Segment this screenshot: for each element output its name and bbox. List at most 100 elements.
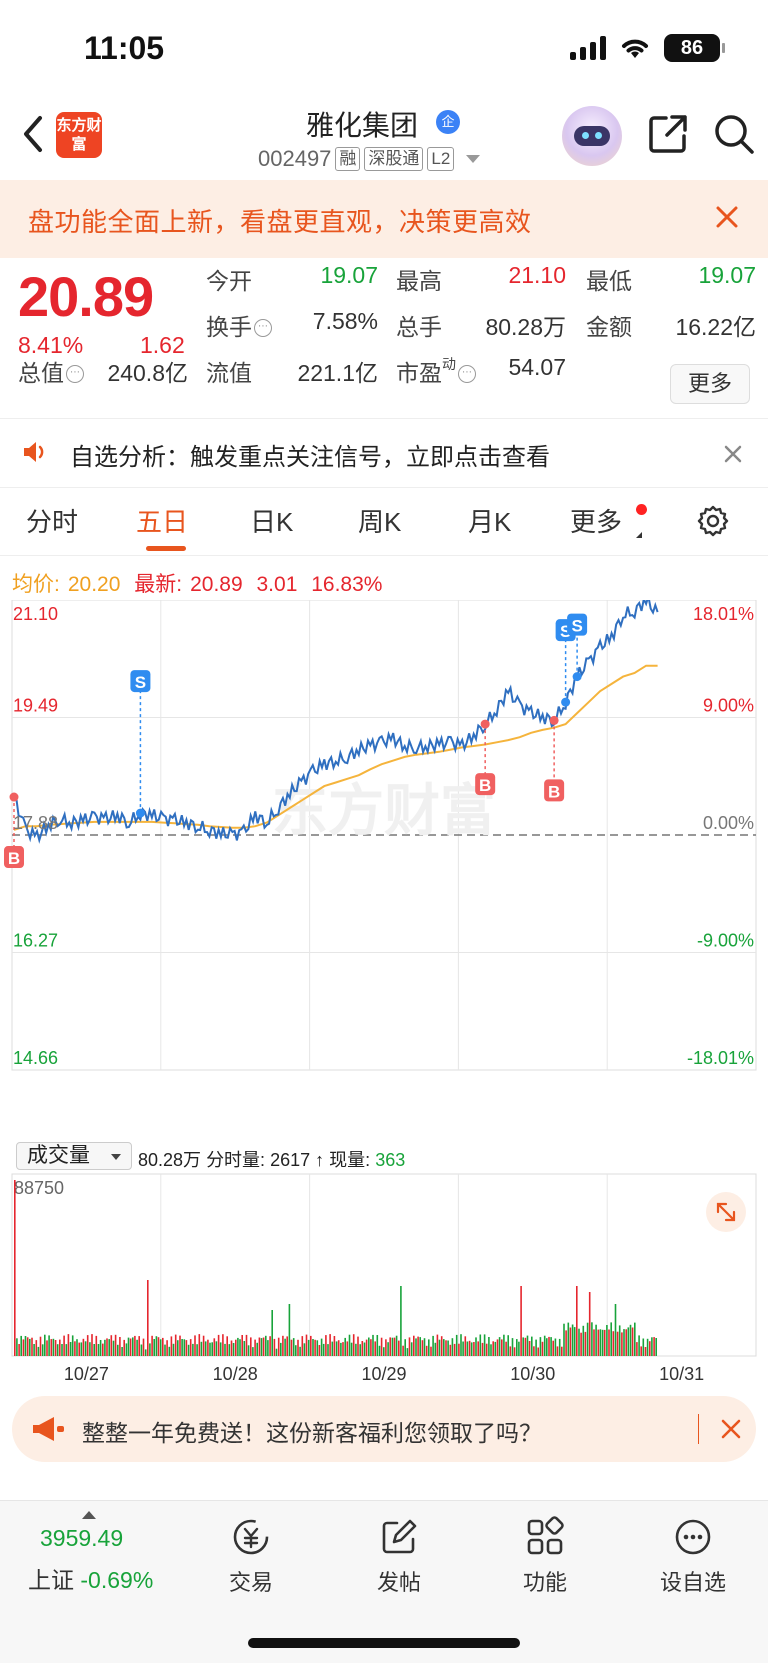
gear-icon[interactable] — [696, 504, 730, 538]
tab-functions[interactable]: 功能 — [490, 1515, 600, 1597]
volume-bar — [449, 1344, 452, 1356]
volume-bar — [110, 1335, 113, 1356]
volume-bar — [189, 1339, 192, 1356]
indicator-select[interactable]: 成交量 — [16, 1142, 132, 1170]
volume-bar — [383, 1347, 385, 1356]
volume-bar — [400, 1286, 402, 1356]
cellular-signal-icon — [570, 36, 606, 60]
tab-five-day[interactable]: 五日 — [136, 507, 189, 537]
trade-icon — [233, 1519, 269, 1555]
volume-bar — [606, 1325, 608, 1356]
info-icon: ⋯ — [254, 319, 272, 337]
volume-bar — [541, 1341, 544, 1356]
chevron-up-icon[interactable] — [82, 1511, 96, 1519]
volume-bar — [149, 1343, 151, 1356]
signal-label: S — [560, 622, 571, 641]
tab-intraday[interactable]: 分时 — [26, 507, 79, 537]
volume-bar — [550, 1337, 552, 1356]
volume-bar — [601, 1329, 604, 1356]
volume-bar — [159, 1339, 162, 1356]
volume-total: 80.28万 — [138, 1150, 202, 1170]
volume-bar — [573, 1327, 576, 1356]
volume-bar — [20, 1335, 22, 1356]
volume-bar — [132, 1337, 134, 1356]
volume-bar — [260, 1338, 263, 1356]
volume-bar — [473, 1342, 475, 1356]
market-cap-label[interactable]: 总值 ⋯ — [18, 354, 84, 388]
volume-bar — [365, 1339, 368, 1356]
wifi-icon — [622, 39, 648, 58]
stock-code-row[interactable]: 002497 融 深股通 L2 — [258, 146, 481, 172]
tab-trade[interactable]: 交易 — [196, 1515, 306, 1597]
volume-bar — [312, 1339, 314, 1356]
tab-post[interactable]: 发帖 — [344, 1515, 454, 1597]
volume-bar — [301, 1336, 304, 1356]
volume-bar — [616, 1331, 619, 1356]
y-axis-left-label: 14.66 — [13, 1048, 58, 1068]
search-icon[interactable] — [712, 112, 756, 156]
status-time: 11:05 — [84, 30, 165, 66]
volume-bar — [129, 1338, 132, 1356]
avg-label: 均价: — [12, 573, 60, 596]
more-button[interactable]: 更多 — [670, 364, 750, 404]
volume-bar — [629, 1324, 632, 1356]
status-bar: 11:05 86 — [0, 0, 768, 100]
volume-bar — [318, 1345, 321, 1356]
tab-weekly-k[interactable]: 周K — [358, 507, 402, 537]
volume-bar — [408, 1337, 411, 1356]
index-name[interactable]: 上证 -0.69% — [28, 1567, 154, 1593]
tab-more[interactable]: 更多 — [570, 507, 623, 537]
volume-bar — [623, 1329, 625, 1356]
volume-bar — [483, 1334, 486, 1356]
close-icon[interactable] — [720, 1418, 742, 1440]
volume-chart[interactable]: 88750 10/27 10/28 10/29 10/30 10/31 — [0, 1172, 768, 1384]
signal-badge — [567, 613, 588, 636]
volume-bar — [389, 1337, 391, 1356]
more-dots-icon — [675, 1519, 711, 1555]
volume-bar — [277, 1337, 280, 1356]
ai-assistant-icon[interactable] — [562, 106, 622, 166]
volume-bar — [286, 1336, 288, 1356]
close-icon[interactable] — [712, 202, 742, 232]
volume-bar — [567, 1322, 570, 1356]
y-axis-left-label: 19.49 — [13, 696, 58, 716]
volume-bar — [357, 1336, 359, 1356]
volume-bar — [406, 1348, 409, 1356]
volume-bar — [458, 1343, 460, 1356]
share-icon[interactable] — [646, 112, 690, 156]
volume-bar — [44, 1334, 46, 1356]
volume-bar — [496, 1339, 499, 1356]
tab-daily-k[interactable]: 日K — [250, 507, 294, 537]
price-summary-row: 均价: 20.20 最新: 20.89 3.01 16.83% — [12, 568, 390, 598]
volume-bar — [526, 1335, 529, 1356]
close-icon[interactable] — [722, 443, 744, 465]
pe-label[interactable]: 市盈动⋯ — [396, 354, 476, 388]
x-axis-date-label: 10/31 — [659, 1364, 704, 1384]
back-icon[interactable] — [18, 114, 48, 154]
tab-monthly-k[interactable]: 月K — [468, 507, 512, 537]
volume-bar — [177, 1340, 179, 1356]
volume-bar — [269, 1336, 271, 1356]
volume-bar — [597, 1329, 600, 1356]
volume-bar — [505, 1341, 507, 1356]
promo-banner[interactable]: 盘功能全面上新，看盘更直观，决策更高效 — [0, 180, 768, 258]
volume-bar — [520, 1286, 522, 1356]
volume-bar — [54, 1340, 57, 1356]
index-value[interactable]: 3959.49 — [40, 1525, 124, 1551]
volume-bar — [576, 1286, 578, 1356]
volume-bar — [136, 1339, 138, 1356]
volume-bar — [385, 1339, 387, 1356]
quote-panel: 20.89 8.41% 1.62 今开 19.07 最高 21.10 最低 19… — [0, 258, 768, 418]
volume-bar — [95, 1335, 98, 1356]
bottom-promo-banner[interactable]: 整整一年免费送！这份新客福利您领取了吗？ — [12, 1396, 756, 1462]
alert-row[interactable]: 自选分析：触发重点关注信号，立即点击查看 — [0, 418, 768, 488]
volume-bar — [640, 1346, 642, 1356]
volume-bar — [436, 1334, 439, 1356]
tab-add-watchlist[interactable]: 设自选 — [638, 1515, 748, 1597]
volume-bar — [144, 1349, 147, 1356]
volume-bar — [271, 1310, 273, 1356]
volume-bar — [543, 1335, 546, 1356]
turnover-label[interactable]: 换手 ⋯ — [206, 308, 272, 342]
volume-bar — [153, 1339, 155, 1356]
